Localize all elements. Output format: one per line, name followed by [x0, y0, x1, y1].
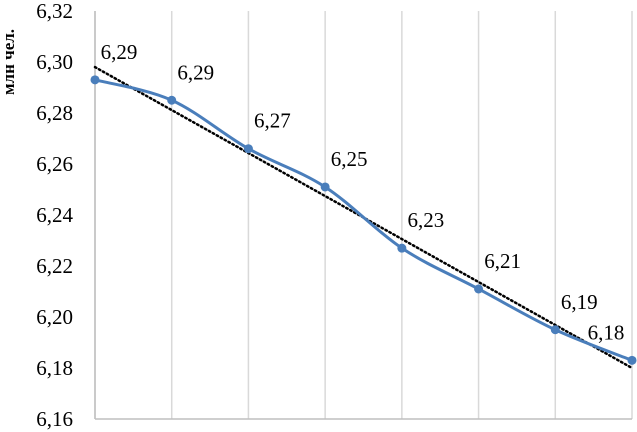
data-label: 6,19 [561, 290, 598, 314]
data-label: 6,29 [177, 60, 214, 84]
data-point [320, 182, 330, 192]
data-label: 6,23 [407, 208, 444, 232]
data-point [474, 284, 484, 294]
series-markers [90, 75, 637, 365]
y-axis-label: млн чел. [0, 29, 18, 95]
data-labels: 6,29 6,29 6,27 6,25 6,23 6,21 6,19 6,18 [101, 40, 625, 345]
data-label: 6,18 [588, 320, 625, 344]
y-tick-label: 6,28 [36, 101, 73, 125]
data-point [90, 75, 100, 85]
data-point [550, 325, 560, 335]
y-tick-label: 6,32 [36, 0, 73, 23]
series-line [93, 78, 634, 362]
axes [94, 11, 632, 420]
data-label: 6,29 [101, 40, 138, 64]
data-label: 6,27 [254, 109, 291, 133]
y-tick-label: 6,16 [36, 407, 73, 431]
y-tick-label: 6,30 [36, 50, 73, 74]
data-point [167, 95, 177, 105]
y-tick-label: 6,24 [36, 203, 73, 227]
y-tick-label: 6,26 [36, 152, 73, 176]
y-tick-label: 6,18 [36, 356, 73, 380]
y-tick-label: 6,22 [36, 254, 73, 278]
data-label: 6,25 [331, 147, 368, 171]
data-label: 6,21 [484, 249, 521, 273]
data-point [243, 144, 253, 154]
y-tick-labels: 6,16 6,18 6,20 6,22 6,24 6,26 6,28 6,30 6,32 [36, 0, 73, 431]
series-path [93, 78, 634, 362]
y-tick-label: 6,20 [36, 305, 73, 329]
data-point [397, 243, 407, 253]
gridlines [94, 11, 633, 419]
data-point [627, 355, 637, 365]
